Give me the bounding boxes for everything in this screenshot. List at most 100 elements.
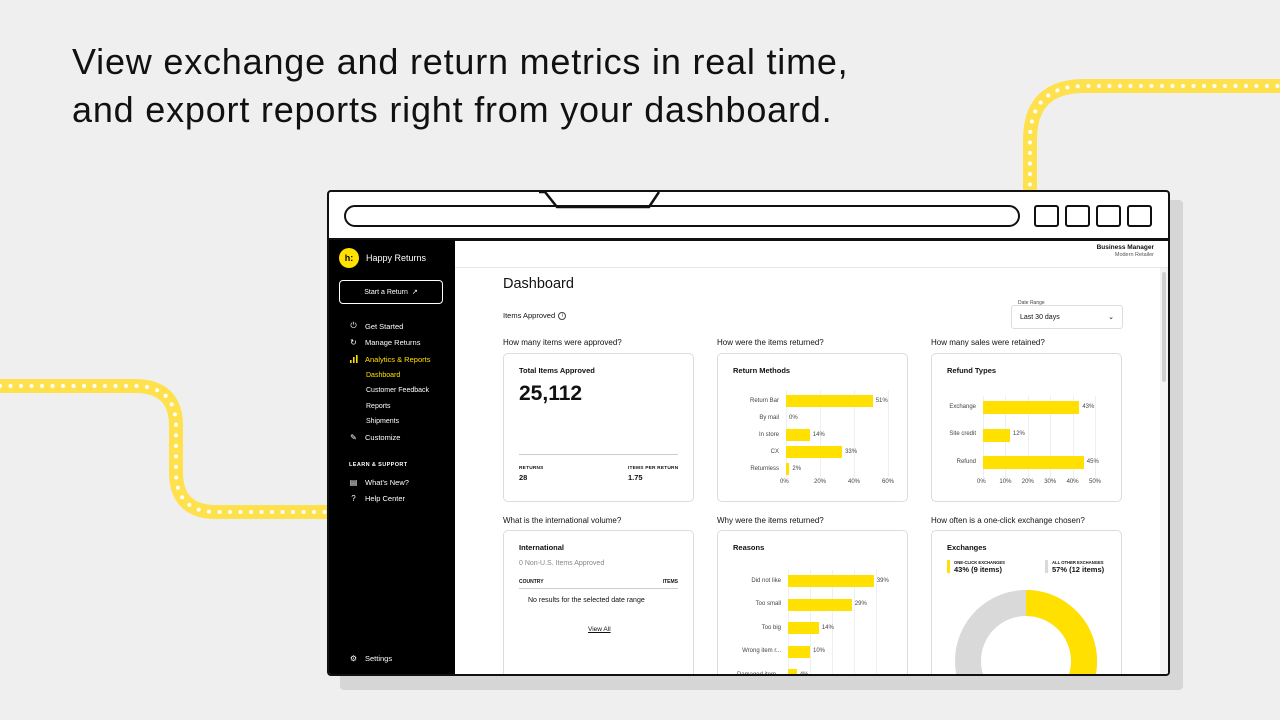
topbar: Business Manager Modern Retailer bbox=[455, 240, 1168, 268]
bar bbox=[786, 446, 843, 458]
bar-value-label: 51% bbox=[875, 397, 888, 404]
info-icon[interactable]: i bbox=[558, 311, 567, 320]
bar-value-label: 10% bbox=[813, 648, 826, 654]
bar-value-label: 14% bbox=[821, 624, 834, 631]
question-why: Why were the items returned? bbox=[717, 516, 824, 525]
international-card: International 0 Non-U.S. Items Approved … bbox=[503, 530, 694, 674]
start-return-button[interactable]: Start a Return ↗ bbox=[339, 280, 443, 304]
sidebar-item-label: What's New? bbox=[365, 477, 409, 487]
bar-label: Returnless bbox=[750, 465, 779, 472]
gridline bbox=[1027, 396, 1029, 481]
items-per-return-label: ITEMS PER RETURN bbox=[628, 466, 679, 471]
bar-label: Exchange bbox=[949, 403, 976, 410]
return-methods-card: Return Methods 0% 20% 40% 60% Return Bar 51% B… bbox=[717, 353, 908, 502]
scrollbar-thumb[interactable] bbox=[1162, 272, 1166, 382]
pencil-icon: ✎ bbox=[350, 433, 357, 443]
exchanges-donut bbox=[955, 590, 1097, 674]
returns-label: RETURNS bbox=[519, 466, 544, 471]
bar-value-label: 14% bbox=[812, 431, 825, 438]
sidebar-subitem-customer-feedback[interactable]: Customer Feedback bbox=[366, 387, 430, 395]
headline-line-2: and export reports right from your dashb… bbox=[72, 89, 833, 130]
brand-name: Happy Returns bbox=[366, 253, 427, 263]
question-approved: How many items were approved? bbox=[503, 338, 622, 347]
international-table-header: COUNTRY ITEMS bbox=[519, 579, 678, 585]
sidebar-nav: ⏻ Get Started ↻ Manage Returns Analytics… bbox=[349, 318, 449, 446]
scrollbar[interactable] bbox=[1160, 268, 1168, 674]
view-all-link[interactable]: View All bbox=[588, 626, 611, 633]
bar bbox=[788, 645, 810, 658]
window-button-4[interactable] bbox=[1127, 205, 1152, 227]
sidebar-item-label: Get Started bbox=[365, 321, 404, 331]
bar-label: Damaged item... bbox=[736, 671, 781, 676]
items-per-return-value: 1.75 bbox=[628, 473, 643, 482]
sidebar-subitem-shipments[interactable]: Shipments bbox=[366, 418, 400, 426]
items-approved-heading: Items Approved i bbox=[503, 311, 567, 320]
address-bar[interactable] bbox=[344, 205, 1020, 227]
sidebar-item-label: Analytics & Reports bbox=[365, 354, 431, 364]
total-items-card: Total Items Approved 25,112 RETURNS 28 I… bbox=[503, 353, 694, 502]
question-oneclick: How often is a one-click exchange chosen… bbox=[931, 516, 1085, 525]
x-tick-label: 30% bbox=[1044, 479, 1057, 485]
items-per-return-stat: ITEMS PER RETURN 1.75 bbox=[628, 466, 678, 482]
sidebar-subitem-dashboard[interactable]: Dashboard bbox=[366, 371, 401, 379]
sidebar-item-customize[interactable]: ✎ Customize bbox=[349, 430, 449, 447]
learn-support-label: LEARN & SUPPORT bbox=[349, 462, 408, 468]
headline: View exchange and return metrics in real… bbox=[72, 38, 849, 134]
bar bbox=[983, 401, 1080, 414]
bar-label: Wrong item r... bbox=[742, 648, 781, 654]
legend-swatch bbox=[1045, 560, 1048, 573]
x-tick-label: 40% bbox=[848, 479, 861, 485]
window-button-1[interactable] bbox=[1034, 205, 1059, 227]
sidebar-item-help-center[interactable]: ? Help Center bbox=[349, 491, 449, 508]
exchanges-card: Exchanges ONE-CLICK EXCHANGES 43% (9 ite… bbox=[931, 530, 1122, 674]
date-range-select[interactable]: Last 30 days ⌄ bbox=[1011, 305, 1123, 329]
bar-label: Site credit bbox=[949, 431, 976, 437]
chevron-down-icon: ⌄ bbox=[1108, 314, 1114, 321]
brand[interactable]: h: Happy Returns bbox=[339, 248, 426, 268]
browser-tabs bbox=[539, 192, 661, 209]
question-returned: How were the items returned? bbox=[717, 338, 824, 347]
bar-value-label: 45% bbox=[1086, 458, 1099, 465]
question-retained: How many sales were retained? bbox=[931, 338, 1045, 347]
refresh-icon: ↻ bbox=[350, 338, 357, 348]
bar-label: Refund bbox=[956, 458, 976, 465]
col-items: ITEMS bbox=[662, 579, 678, 585]
sidebar-item-label: Manage Returns bbox=[365, 338, 421, 348]
sidebar-item-get-started[interactable]: ⏻ Get Started bbox=[349, 318, 449, 335]
divider bbox=[519, 588, 678, 589]
user-menu[interactable]: Business Manager Modern Retailer bbox=[1097, 244, 1154, 258]
bar-value-label: 0% bbox=[789, 414, 798, 421]
bar bbox=[786, 429, 810, 441]
bar-label: By mail bbox=[759, 414, 779, 421]
international-subtitle: 0 Non-U.S. Items Approved bbox=[519, 560, 605, 567]
legend-value: 43% (9 items) bbox=[954, 565, 1002, 574]
window-button-2[interactable] bbox=[1065, 205, 1090, 227]
sidebar-item-whats-new[interactable]: ▤ What's New? bbox=[349, 474, 449, 491]
x-tick-label: 0% bbox=[977, 479, 986, 485]
gridline bbox=[820, 390, 821, 477]
col-country: COUNTRY bbox=[519, 579, 544, 585]
reasons-card: Reasons Did not like 39% Too small 29% Too b… bbox=[717, 530, 908, 676]
bar-value-label: 29% bbox=[854, 601, 867, 607]
sidebar-item-analytics[interactable]: Analytics & Reports bbox=[349, 351, 449, 368]
gridline bbox=[876, 570, 877, 674]
refund-types-card: Refund Types 0% 10% 20% 30% 40% 50% Exchange 43… bbox=[931, 353, 1122, 502]
chrome-divider bbox=[329, 238, 1168, 241]
returns-value: 28 bbox=[519, 473, 528, 482]
empty-state: No results for the selected date range bbox=[528, 597, 645, 604]
sidebar-item-label: Help Center bbox=[365, 494, 406, 504]
browser-window: h: Happy Returns Start a Return ↗ ⏻ Get … bbox=[327, 190, 1170, 676]
sidebar-item-settings[interactable]: ⚙ Settings bbox=[349, 650, 392, 667]
sidebar-subitem-reports[interactable]: Reports bbox=[366, 402, 391, 410]
gear-icon: ⚙ bbox=[349, 653, 358, 663]
bar-label: Too big bbox=[761, 624, 781, 631]
bar-value-label: 12% bbox=[1012, 431, 1025, 437]
x-tick-label: 10% bbox=[999, 479, 1012, 485]
x-tick-label: 50% bbox=[1089, 479, 1102, 485]
gridline bbox=[1050, 396, 1052, 481]
window-button-3[interactable] bbox=[1096, 205, 1121, 227]
bar-value-label: 2% bbox=[792, 465, 802, 472]
sidebar-item-manage-returns[interactable]: ↻ Manage Returns bbox=[349, 335, 449, 352]
support-nav: ▤ What's New? ? Help Center bbox=[349, 474, 449, 507]
sidebar-item-label: Customize bbox=[365, 433, 401, 443]
